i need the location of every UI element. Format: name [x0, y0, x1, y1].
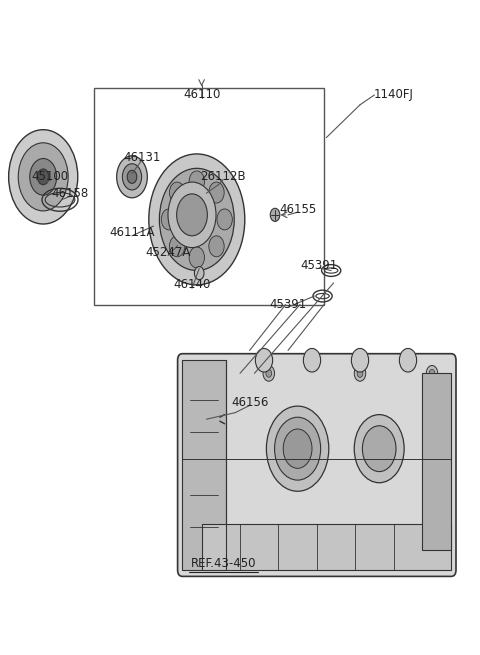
Circle shape [354, 365, 366, 381]
Circle shape [30, 159, 57, 195]
Circle shape [190, 210, 204, 229]
Circle shape [270, 208, 280, 221]
Circle shape [168, 182, 216, 248]
Circle shape [263, 365, 275, 381]
Circle shape [357, 553, 363, 561]
Circle shape [194, 369, 200, 377]
Text: REF.43-450: REF.43-450 [191, 557, 256, 570]
Circle shape [351, 348, 369, 372]
Circle shape [177, 194, 207, 236]
Circle shape [255, 348, 273, 372]
Text: 46131: 46131 [123, 151, 160, 164]
Circle shape [303, 348, 321, 372]
Circle shape [122, 164, 142, 190]
Text: 46111A: 46111A [109, 226, 155, 239]
Circle shape [191, 365, 203, 381]
Circle shape [182, 200, 211, 239]
Circle shape [426, 549, 438, 565]
Circle shape [217, 209, 232, 230]
Circle shape [357, 369, 363, 377]
Circle shape [191, 549, 203, 565]
Circle shape [169, 236, 185, 257]
Text: 45391: 45391 [300, 259, 338, 272]
Circle shape [194, 553, 200, 561]
Circle shape [189, 247, 204, 268]
Circle shape [399, 348, 417, 372]
Circle shape [362, 426, 396, 472]
Circle shape [161, 209, 177, 230]
Circle shape [9, 130, 78, 224]
Text: 45100: 45100 [32, 170, 69, 183]
Circle shape [159, 168, 234, 271]
Bar [182, 360, 226, 570]
Circle shape [275, 417, 321, 480]
Circle shape [194, 267, 204, 280]
Circle shape [429, 369, 435, 377]
Text: 46110: 46110 [183, 88, 220, 102]
Bar [94, 88, 324, 305]
Circle shape [169, 182, 185, 203]
Text: 46155: 46155 [279, 203, 316, 216]
Text: 1140FJ: 1140FJ [373, 88, 414, 102]
Text: 46140: 46140 [173, 278, 211, 291]
Circle shape [266, 369, 272, 377]
Circle shape [37, 169, 49, 185]
Circle shape [209, 236, 224, 257]
Circle shape [354, 415, 404, 483]
Circle shape [189, 171, 204, 192]
Bar [422, 373, 451, 550]
Text: 45391: 45391 [269, 298, 307, 311]
Text: 26112B: 26112B [200, 170, 246, 183]
Circle shape [127, 170, 137, 183]
Text: 46156: 46156 [231, 396, 268, 409]
Circle shape [263, 549, 275, 565]
Text: 46158: 46158 [51, 187, 88, 200]
Circle shape [149, 154, 245, 285]
Circle shape [18, 143, 68, 211]
Circle shape [266, 406, 329, 491]
Bar [202, 524, 451, 570]
Circle shape [117, 156, 147, 198]
FancyBboxPatch shape [178, 354, 456, 576]
Circle shape [283, 429, 312, 468]
Circle shape [354, 549, 366, 565]
Circle shape [429, 553, 435, 561]
Text: 45247A: 45247A [145, 246, 191, 259]
Circle shape [426, 365, 438, 381]
Circle shape [266, 553, 272, 561]
Circle shape [209, 182, 224, 203]
